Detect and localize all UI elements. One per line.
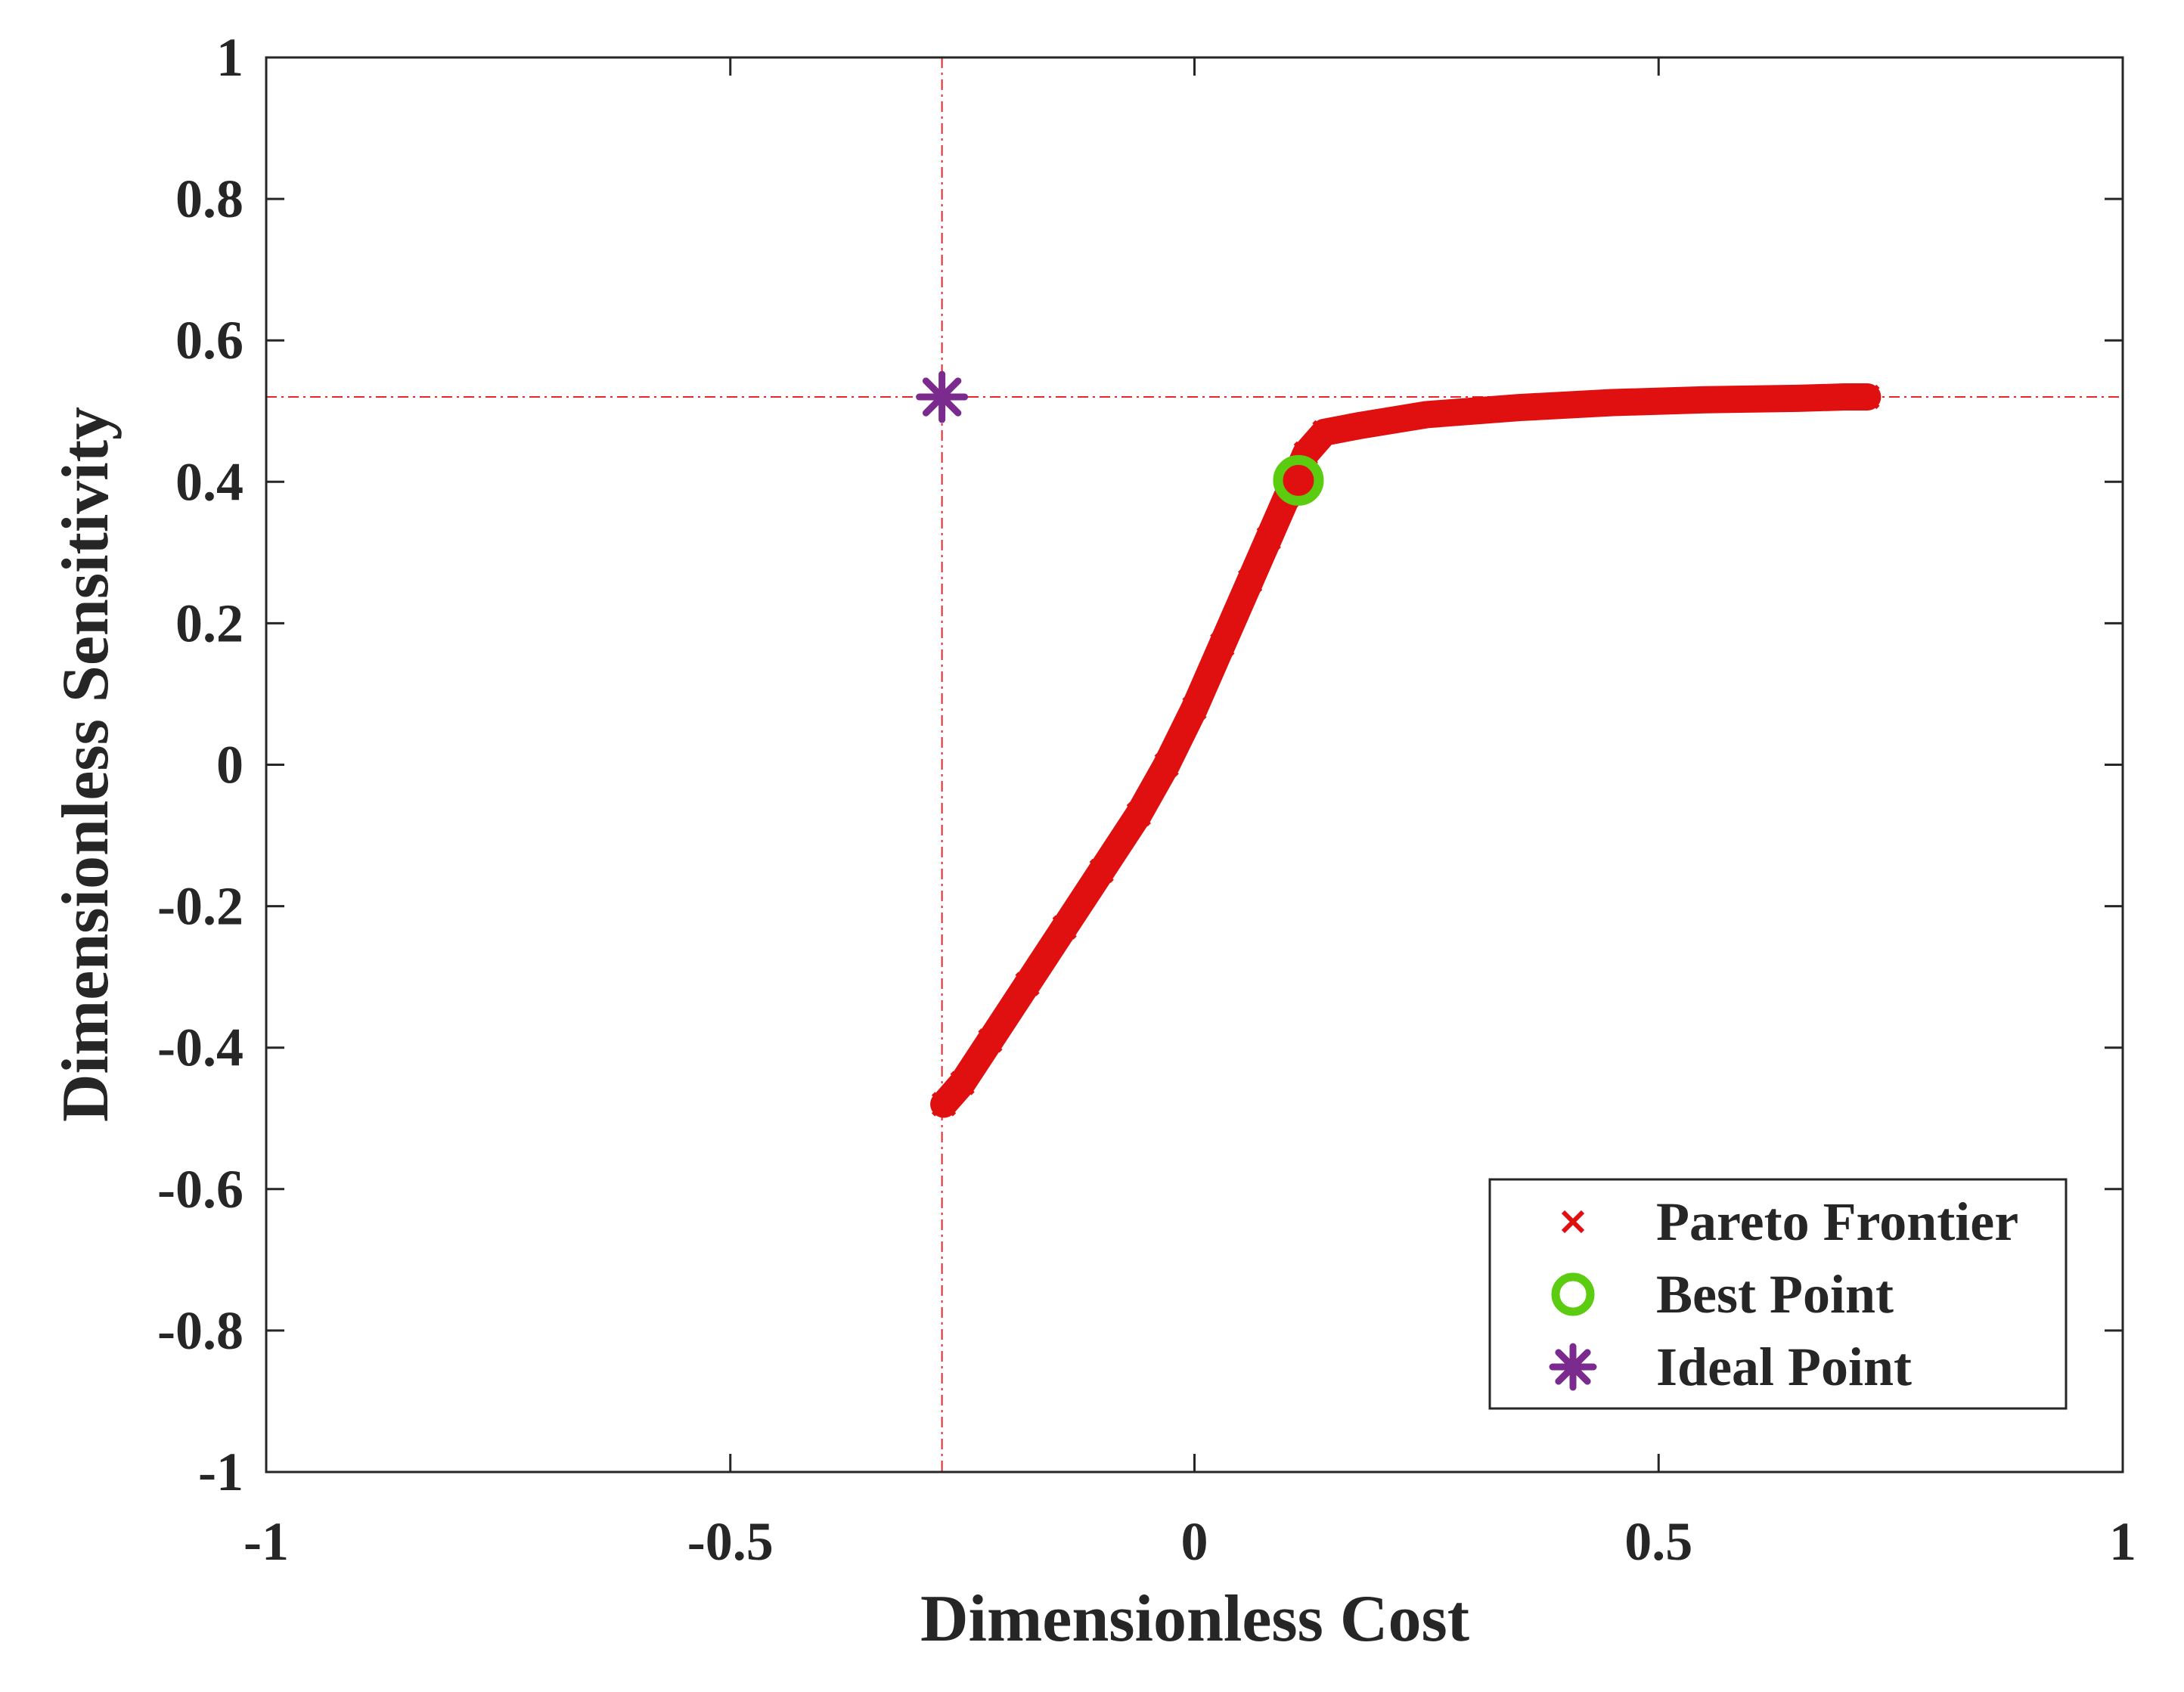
y-tick-label: -1	[198, 1442, 244, 1502]
legend: Pareto Frontier Best Point Ideal Point	[1488, 1178, 2068, 1410]
pareto-point	[1349, 413, 1374, 438]
x-tick-label: -1	[244, 1511, 289, 1572]
pareto-point-stroke	[1238, 569, 1263, 593]
pareto-point-stroke	[1855, 384, 1880, 410]
pareto-point	[1414, 402, 1439, 427]
legend-ideal-icon-ray	[1555, 1349, 1591, 1385]
x-tick-label: 0	[1181, 1511, 1208, 1572]
y-tick-label: -0.4	[157, 1018, 244, 1078]
pareto-point-stroke	[1692, 387, 1717, 412]
pareto-point	[1785, 386, 1810, 411]
y-tick-label: -0.8	[157, 1300, 244, 1361]
pareto-point	[1312, 420, 1337, 445]
pareto-point	[1692, 387, 1717, 412]
y-tick-label: -0.6	[157, 1159, 244, 1219]
pareto-point	[1126, 801, 1151, 827]
x-tick-label: 1	[2109, 1511, 2136, 1572]
pareto-point-stroke	[1349, 413, 1374, 438]
pareto-point	[1089, 858, 1114, 883]
pareto-point-stroke	[1832, 384, 1857, 410]
y-tick-label: 0	[216, 735, 244, 795]
x-tick-label: 0.5	[1624, 1511, 1692, 1572]
y-tick-label: 0.6	[175, 310, 244, 370]
pareto-point-stroke	[1052, 915, 1077, 940]
y-tick-label: -0.2	[157, 876, 244, 937]
pareto-point	[1238, 569, 1263, 593]
legend-label: Ideal Point	[1656, 1337, 1912, 1397]
legend-label: Pareto Frontier	[1656, 1192, 2018, 1252]
pareto-point-stroke	[1015, 972, 1040, 996]
legend-ideal-icon	[1549, 1343, 1597, 1391]
pareto-point	[1210, 632, 1235, 657]
pareto-point-stroke	[1599, 390, 1624, 415]
y-tick-label: 0.8	[175, 169, 244, 229]
pareto-point-stroke	[978, 1028, 1003, 1053]
x-axis-label: Dimensionless Cost	[920, 1582, 1469, 1656]
legend-pareto-icon	[1561, 1210, 1585, 1234]
pareto-point	[1832, 384, 1857, 410]
pareto-point-stroke	[950, 1071, 975, 1095]
pareto-point	[978, 1028, 1003, 1053]
y-tick-label: 0.2	[175, 593, 244, 653]
pareto-point	[1015, 972, 1040, 996]
pareto-point	[931, 1092, 957, 1117]
pareto-point-stroke	[1507, 395, 1532, 420]
pareto-point	[1256, 526, 1281, 551]
y-tick-label: 0.4	[175, 451, 244, 512]
x-tick-label: -0.5	[687, 1511, 774, 1572]
legend-best-icon	[1551, 1272, 1595, 1316]
pareto-point-stroke	[1785, 386, 1810, 411]
pareto-point-stroke	[1312, 420, 1337, 445]
pareto-point	[1855, 384, 1880, 410]
legend-pareto-icon-stroke	[1561, 1210, 1585, 1234]
legend-label: Best Point	[1656, 1264, 1894, 1325]
pareto-point-stroke	[1182, 696, 1207, 720]
pareto-point-stroke	[1089, 858, 1114, 883]
pareto-point-stroke	[1256, 526, 1281, 551]
pareto-point	[950, 1071, 975, 1095]
pareto-point	[1599, 390, 1624, 415]
y-axis-label: Dimensionless Sensitivity	[49, 407, 123, 1122]
pareto-point-stroke	[1210, 632, 1235, 657]
pareto-point-stroke	[1126, 801, 1151, 827]
pareto-point-stroke	[1414, 402, 1439, 427]
pareto-point	[1182, 696, 1207, 720]
pareto-point-stroke	[931, 1092, 957, 1117]
pareto-point	[1507, 395, 1532, 420]
best-point-marker	[1273, 454, 1324, 506]
ideal-point-marker-ray	[922, 377, 962, 417]
pareto-point-stroke	[1154, 752, 1179, 777]
pareto-point	[1154, 752, 1179, 777]
ideal-point-marker	[916, 370, 969, 423]
y-tick-label: 1	[216, 27, 244, 88]
pareto-point	[1052, 915, 1077, 940]
